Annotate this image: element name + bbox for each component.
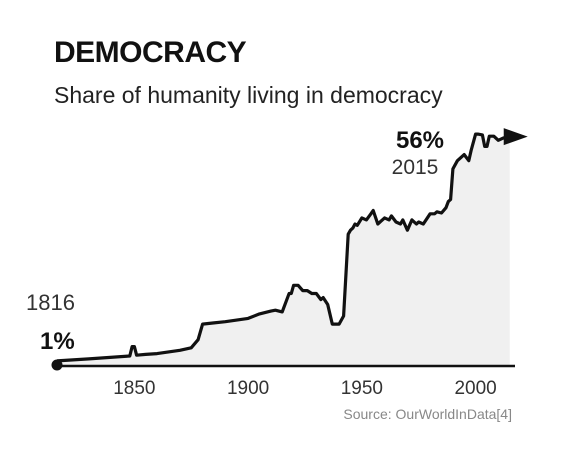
series-line <box>56 132 511 363</box>
start-point-marker <box>51 359 63 371</box>
x-tick-label: 1900 <box>227 378 269 399</box>
x-tick-label: 2000 <box>454 378 496 399</box>
area-fill <box>57 134 510 365</box>
chart-subtitle: Share of humanity living in democracy <box>54 82 443 108</box>
end-arrow-marker <box>503 128 528 146</box>
chart-title: DEMOCRACY <box>54 36 247 69</box>
x-tick-label: 1850 <box>113 378 155 399</box>
x-tick-label: 1950 <box>341 378 383 399</box>
end-year-label: 2015 <box>392 156 439 179</box>
source-note: Source: OurWorldInData[4] <box>343 406 512 422</box>
start-year-label: 1816 <box>26 290 75 315</box>
end-value-label: 56% <box>396 127 444 154</box>
start-value-label: 1% <box>40 328 75 355</box>
